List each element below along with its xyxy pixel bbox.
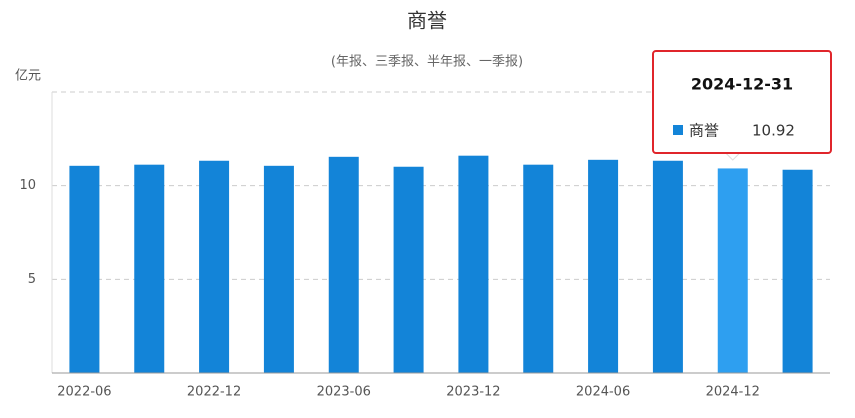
tooltip-title: 2024-12-31 bbox=[691, 75, 793, 94]
plot: 5 10 2022-06 2022-12 2023-06 2023-12 2024-06 20… bbox=[19, 91, 830, 400]
x-tick-label: 2023-12 bbox=[446, 385, 500, 400]
bar bbox=[588, 159, 619, 373]
y-tick-label: 10 bbox=[19, 178, 36, 193]
bar bbox=[263, 165, 294, 373]
bar bbox=[69, 165, 100, 373]
tooltip-swatch bbox=[673, 125, 683, 135]
chart-title: 商誉 bbox=[407, 9, 447, 33]
x-tick-label: 2022-06 bbox=[57, 385, 111, 400]
x-tick-label: 2022-12 bbox=[187, 385, 241, 400]
bar bbox=[652, 160, 683, 373]
bar bbox=[782, 169, 813, 373]
y-tick-label: 5 bbox=[28, 272, 36, 287]
bar bbox=[134, 164, 165, 373]
bar bbox=[523, 164, 554, 373]
x-tick-label: 2024-12 bbox=[706, 385, 760, 400]
bar bbox=[717, 168, 748, 373]
tooltip-value: 10.92 bbox=[752, 122, 795, 140]
x-tick-label: 2024-06 bbox=[576, 385, 630, 400]
bar bbox=[199, 160, 230, 373]
bar bbox=[328, 156, 359, 373]
y-unit: 亿元 bbox=[15, 69, 41, 84]
tooltip-series-name: 商誉 bbox=[689, 122, 719, 140]
bar bbox=[393, 166, 424, 373]
chart-subtitle: (年报、三季报、半年报、一季报) bbox=[331, 55, 523, 70]
tooltip-box bbox=[652, 50, 832, 154]
x-tick-label: 2023-06 bbox=[317, 385, 371, 400]
tooltip: 2024-12-31 商誉 10.92 bbox=[652, 50, 832, 161]
bar bbox=[458, 155, 489, 373]
